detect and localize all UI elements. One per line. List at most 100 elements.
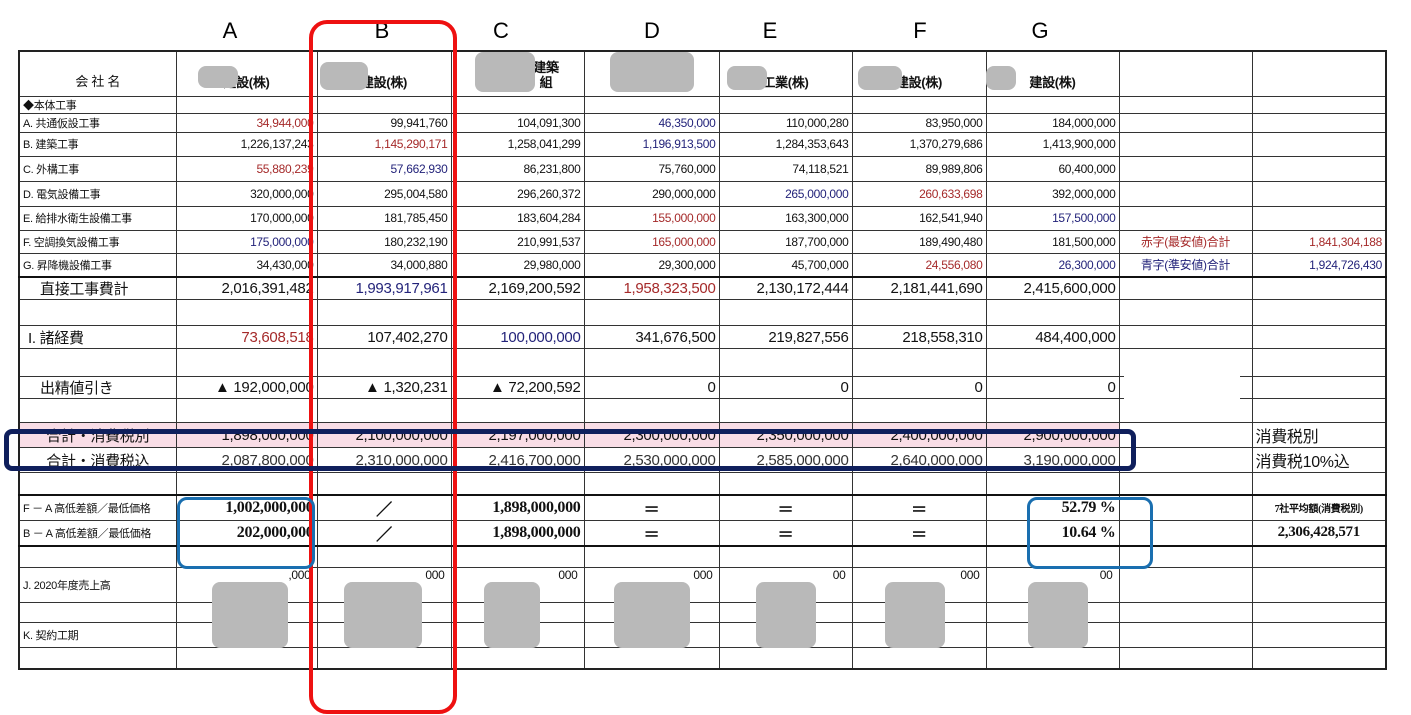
cell: 170,000,000 (175, 205, 318, 231)
cell: 290,000,000 (583, 180, 720, 207)
cell (583, 647, 720, 669)
cell (851, 472, 987, 495)
row-label: F － A 高低差額／最低価格 (18, 493, 177, 521)
cell: 181,785,450 (316, 205, 452, 231)
cell: 184,000,000 (985, 112, 1120, 133)
cell (1118, 276, 1253, 300)
cell: ▲ 72,200,592 (450, 376, 585, 399)
redaction (885, 582, 945, 648)
cell: 消費税別 (1251, 422, 1387, 448)
cell (851, 299, 987, 326)
cell: 484,400,000 (985, 325, 1120, 349)
cell (851, 348, 987, 377)
table-row: E. 給排水衛生設備工事 170,000,000 181,785,450 183,60… (18, 205, 1387, 231)
cell: 110,000,280 (718, 112, 853, 133)
cell: 2,197,000,000 (450, 422, 585, 448)
cell: 2,181,441,690 (851, 276, 987, 300)
cell (1118, 647, 1253, 669)
cell (718, 348, 853, 377)
cell (1118, 131, 1253, 157)
cell: 2,900,000,000 (985, 422, 1120, 448)
cell (450, 398, 585, 423)
cell (1251, 472, 1387, 495)
header-empty (1118, 50, 1253, 97)
cell: 99,941,760 (316, 112, 452, 133)
column-letter-e: E (762, 18, 778, 43)
cell: 75,760,000 (583, 155, 720, 182)
cell: 消費税10%込 (1251, 447, 1387, 473)
cell: 181,500,000 (985, 229, 1120, 254)
row-label: 直接工事費計 (18, 276, 177, 300)
table-row: B － A 高低差額／最低価格 202,000,000 ／ 1,898,000,000… (18, 519, 1387, 546)
cell (1251, 276, 1387, 300)
cell: 2,130,172,444 (718, 276, 853, 300)
cell (718, 544, 853, 568)
column-letter-d: D (644, 18, 660, 43)
cell: 165,000,000 (583, 229, 720, 254)
column-letter-c: C (493, 18, 509, 43)
cell (851, 647, 987, 669)
cell (1118, 544, 1253, 568)
cell (1251, 602, 1387, 623)
row-label: 出精値引き (18, 376, 177, 399)
cell (985, 647, 1120, 669)
cell (718, 95, 853, 114)
cell (583, 95, 720, 114)
cell (1118, 602, 1253, 623)
cell (1251, 180, 1387, 207)
cell: 57,662,930 (316, 155, 452, 182)
cell (1118, 155, 1253, 182)
cell: ＝ (718, 519, 853, 546)
column-letter-f: F (913, 18, 927, 43)
row-label (18, 299, 177, 326)
cell (718, 398, 853, 423)
row-label (18, 348, 177, 377)
cell (450, 544, 585, 568)
cell: 34,430,000 (175, 252, 318, 278)
cell (985, 348, 1120, 377)
row-label: B － A 高低差額／最低価格 (18, 519, 177, 546)
cell (316, 299, 452, 326)
cell: 45,700,000 (718, 252, 853, 278)
cell: 24,556,080 (851, 252, 987, 278)
cell: 34,944,000 (175, 112, 318, 133)
cell (316, 348, 452, 377)
cell (175, 95, 318, 114)
redaction (986, 66, 1016, 90)
cell (450, 348, 585, 377)
redaction (1028, 582, 1088, 648)
row-label: F. 空調換気設備工事 (18, 229, 177, 254)
cell: 218,558,310 (851, 325, 987, 349)
cell (1251, 95, 1387, 114)
cell (1118, 519, 1253, 546)
cell: 83,950,000 (851, 112, 987, 133)
table-row: F － A 高低差額／最低価格 1,002,000,000 ／ 1,898,000,0… (18, 493, 1387, 521)
row-label: B. 建築工事 (18, 131, 177, 157)
cell (1251, 647, 1387, 669)
cell (1118, 299, 1253, 326)
cell: 187,700,000 (718, 229, 853, 254)
cell: 2,640,000,000 (851, 447, 987, 473)
row-label (18, 544, 177, 568)
company-name-label: 会 社 名 (18, 50, 177, 97)
cell: 1,898,000,000 (175, 422, 318, 448)
table-row: D. 電気設備工事 320,000,000 295,004,580 296,260,3… (18, 180, 1387, 207)
row-label (18, 398, 177, 423)
cell: ＝ (583, 493, 720, 521)
cell (1118, 95, 1253, 114)
cell: 1,924,726,430 (1251, 252, 1387, 278)
cell (1251, 325, 1387, 349)
cell (851, 95, 987, 114)
cell: 157,500,000 (985, 205, 1120, 231)
column-letter-g: G (1031, 18, 1049, 43)
cell: 219,827,556 (718, 325, 853, 349)
cell (1118, 567, 1253, 603)
cell (985, 472, 1120, 495)
cell (1118, 205, 1253, 231)
row-label: C. 外構工事 (18, 155, 177, 182)
redaction (610, 52, 694, 92)
cell (1118, 325, 1253, 349)
cell: 2,300,000,000 (583, 422, 720, 448)
cell (985, 544, 1120, 568)
cell: 46,350,000 (583, 112, 720, 133)
